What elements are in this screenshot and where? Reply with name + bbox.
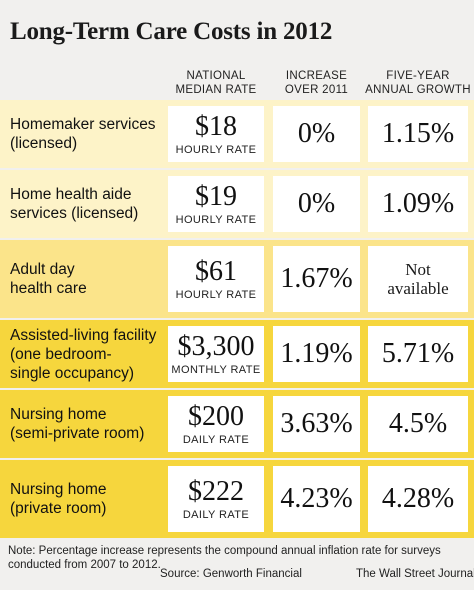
increase-value: 0% [297,188,336,219]
growth-cell: 1.15% [368,106,468,162]
table-row: Assisted-living facility (one bedroom-sin… [0,320,474,388]
rate-unit: MONTHLY RATE [171,364,261,376]
growth-value: 1.15% [381,118,455,149]
header-line: OVER 2011 [284,84,349,96]
rate-cell: $200 DAILY RATE [168,396,264,452]
rate-cell: $61 HOURLY RATE [168,246,264,312]
growth-value: available [387,279,449,298]
growth-value: 4.5% [388,408,448,439]
row-label: Homemaker services (licensed) [10,100,156,168]
increase-cell: 3.63% [273,396,360,452]
increase-cell: 0% [273,176,360,232]
page-title: Long-Term Care Costs in 2012 [10,18,333,45]
rate-value: $200 [188,401,244,432]
growth-cell: 4.28% [368,466,468,532]
growth-cell: 5.71% [368,326,468,382]
source-credit: Source: Genworth Financial [160,568,302,580]
row-label: Adult day health care [10,240,87,318]
table-row: Nursing home (semi-private room) $200 DAILY… [0,390,474,458]
row-label-line: (semi-private room) [10,425,145,442]
row-label: Home health aide services (licensed) [10,170,138,238]
increase-value: 1.67% [280,263,353,294]
growth-cell: 4.5% [368,396,468,452]
increase-cell: 4.23% [273,466,360,532]
increase-cell: 1.19% [273,326,360,382]
row-label-line: Adult day [10,261,75,278]
growth-value: 4.28% [381,483,455,514]
increase-value: 0% [297,118,336,149]
growth-value: 5.71% [381,338,455,369]
row-label-line: Nursing home [10,406,107,423]
header-increase-over-2011: INCREASE OVER 2011 [268,69,365,99]
header-line: INCREASE [285,70,348,82]
increase-value: 1.19% [280,338,353,369]
row-label-line: (private room) [10,500,107,517]
rate-value: $222 [188,476,244,507]
rate-cell: $18 HOURLY RATE [168,106,264,162]
growth-cell: Not available [368,246,468,312]
footnote-line: conducted from 2007 to 2012. [8,559,161,571]
rate-unit: DAILY RATE [182,434,250,446]
rate-value: $19 [195,181,237,212]
rate-value: $18 [195,111,237,142]
rate-unit: DAILY RATE [182,509,250,521]
row-label-line: Nursing home [10,481,107,498]
row-label: Assisted-living facility (one bedroom-sin… [10,320,156,388]
increase-cell: 1.67% [273,246,360,312]
header-national-median-rate: NATIONAL MEDIAN RATE [168,69,264,99]
header-line: FIVE-YEAR [386,70,450,82]
row-label-line: Home health aide [10,186,132,203]
row-label-line: health care [10,280,87,297]
rate-cell: $222 DAILY RATE [168,466,264,532]
row-label-line: services (licensed) [10,205,139,222]
rate-value: $3,300 [177,331,255,362]
rate-cell: $19 HOURLY RATE [168,176,264,232]
row-label-line: Assisted-living facility [10,326,157,344]
row-label-line: single occupancy) [10,364,135,382]
footnote-line: Note: Percentage increase represents the… [8,545,441,557]
growth-value: Not [405,260,431,279]
increase-cell: 0% [273,106,360,162]
row-label-line: Homemaker services [10,116,156,133]
table-row: Homemaker services (licensed) $18 HOURLY RA… [0,100,474,168]
rate-unit: HOURLY RATE [175,144,257,156]
rate-unit: HOURLY RATE [175,289,257,301]
publisher-credit: The Wall Street Journal [356,568,474,580]
table-row: Nursing home (private room) $222 DAILY RATE… [0,460,474,538]
table-row: Home health aide services (licensed) $19 HO… [0,170,474,238]
row-label-line: (licensed) [10,135,78,152]
header-line: MEDIAN RATE [175,84,257,96]
rate-value: $61 [195,256,237,287]
footnote: Note: Percentage increase represents the… [8,544,468,572]
header-five-year-annual-growth: FIVE-YEAR ANNUAL GROWTH [362,69,474,99]
rate-unit: HOURLY RATE [175,214,257,226]
table-row: Adult day health care $61 HOURLY RATE 1.67% N… [0,240,474,318]
row-label: Nursing home (private room) [10,460,107,538]
header-line: ANNUAL GROWTH [365,84,471,96]
increase-value: 4.23% [280,483,353,514]
growth-cell: 1.09% [368,176,468,232]
growth-value: 1.09% [381,188,455,219]
rate-cell: $3,300 MONTHLY RATE [168,326,264,382]
header-line: NATIONAL [186,70,246,82]
row-label-line: (one bedroom- [10,345,112,363]
increase-value: 3.63% [280,408,353,439]
row-label: Nursing home (semi-private room) [10,390,144,458]
